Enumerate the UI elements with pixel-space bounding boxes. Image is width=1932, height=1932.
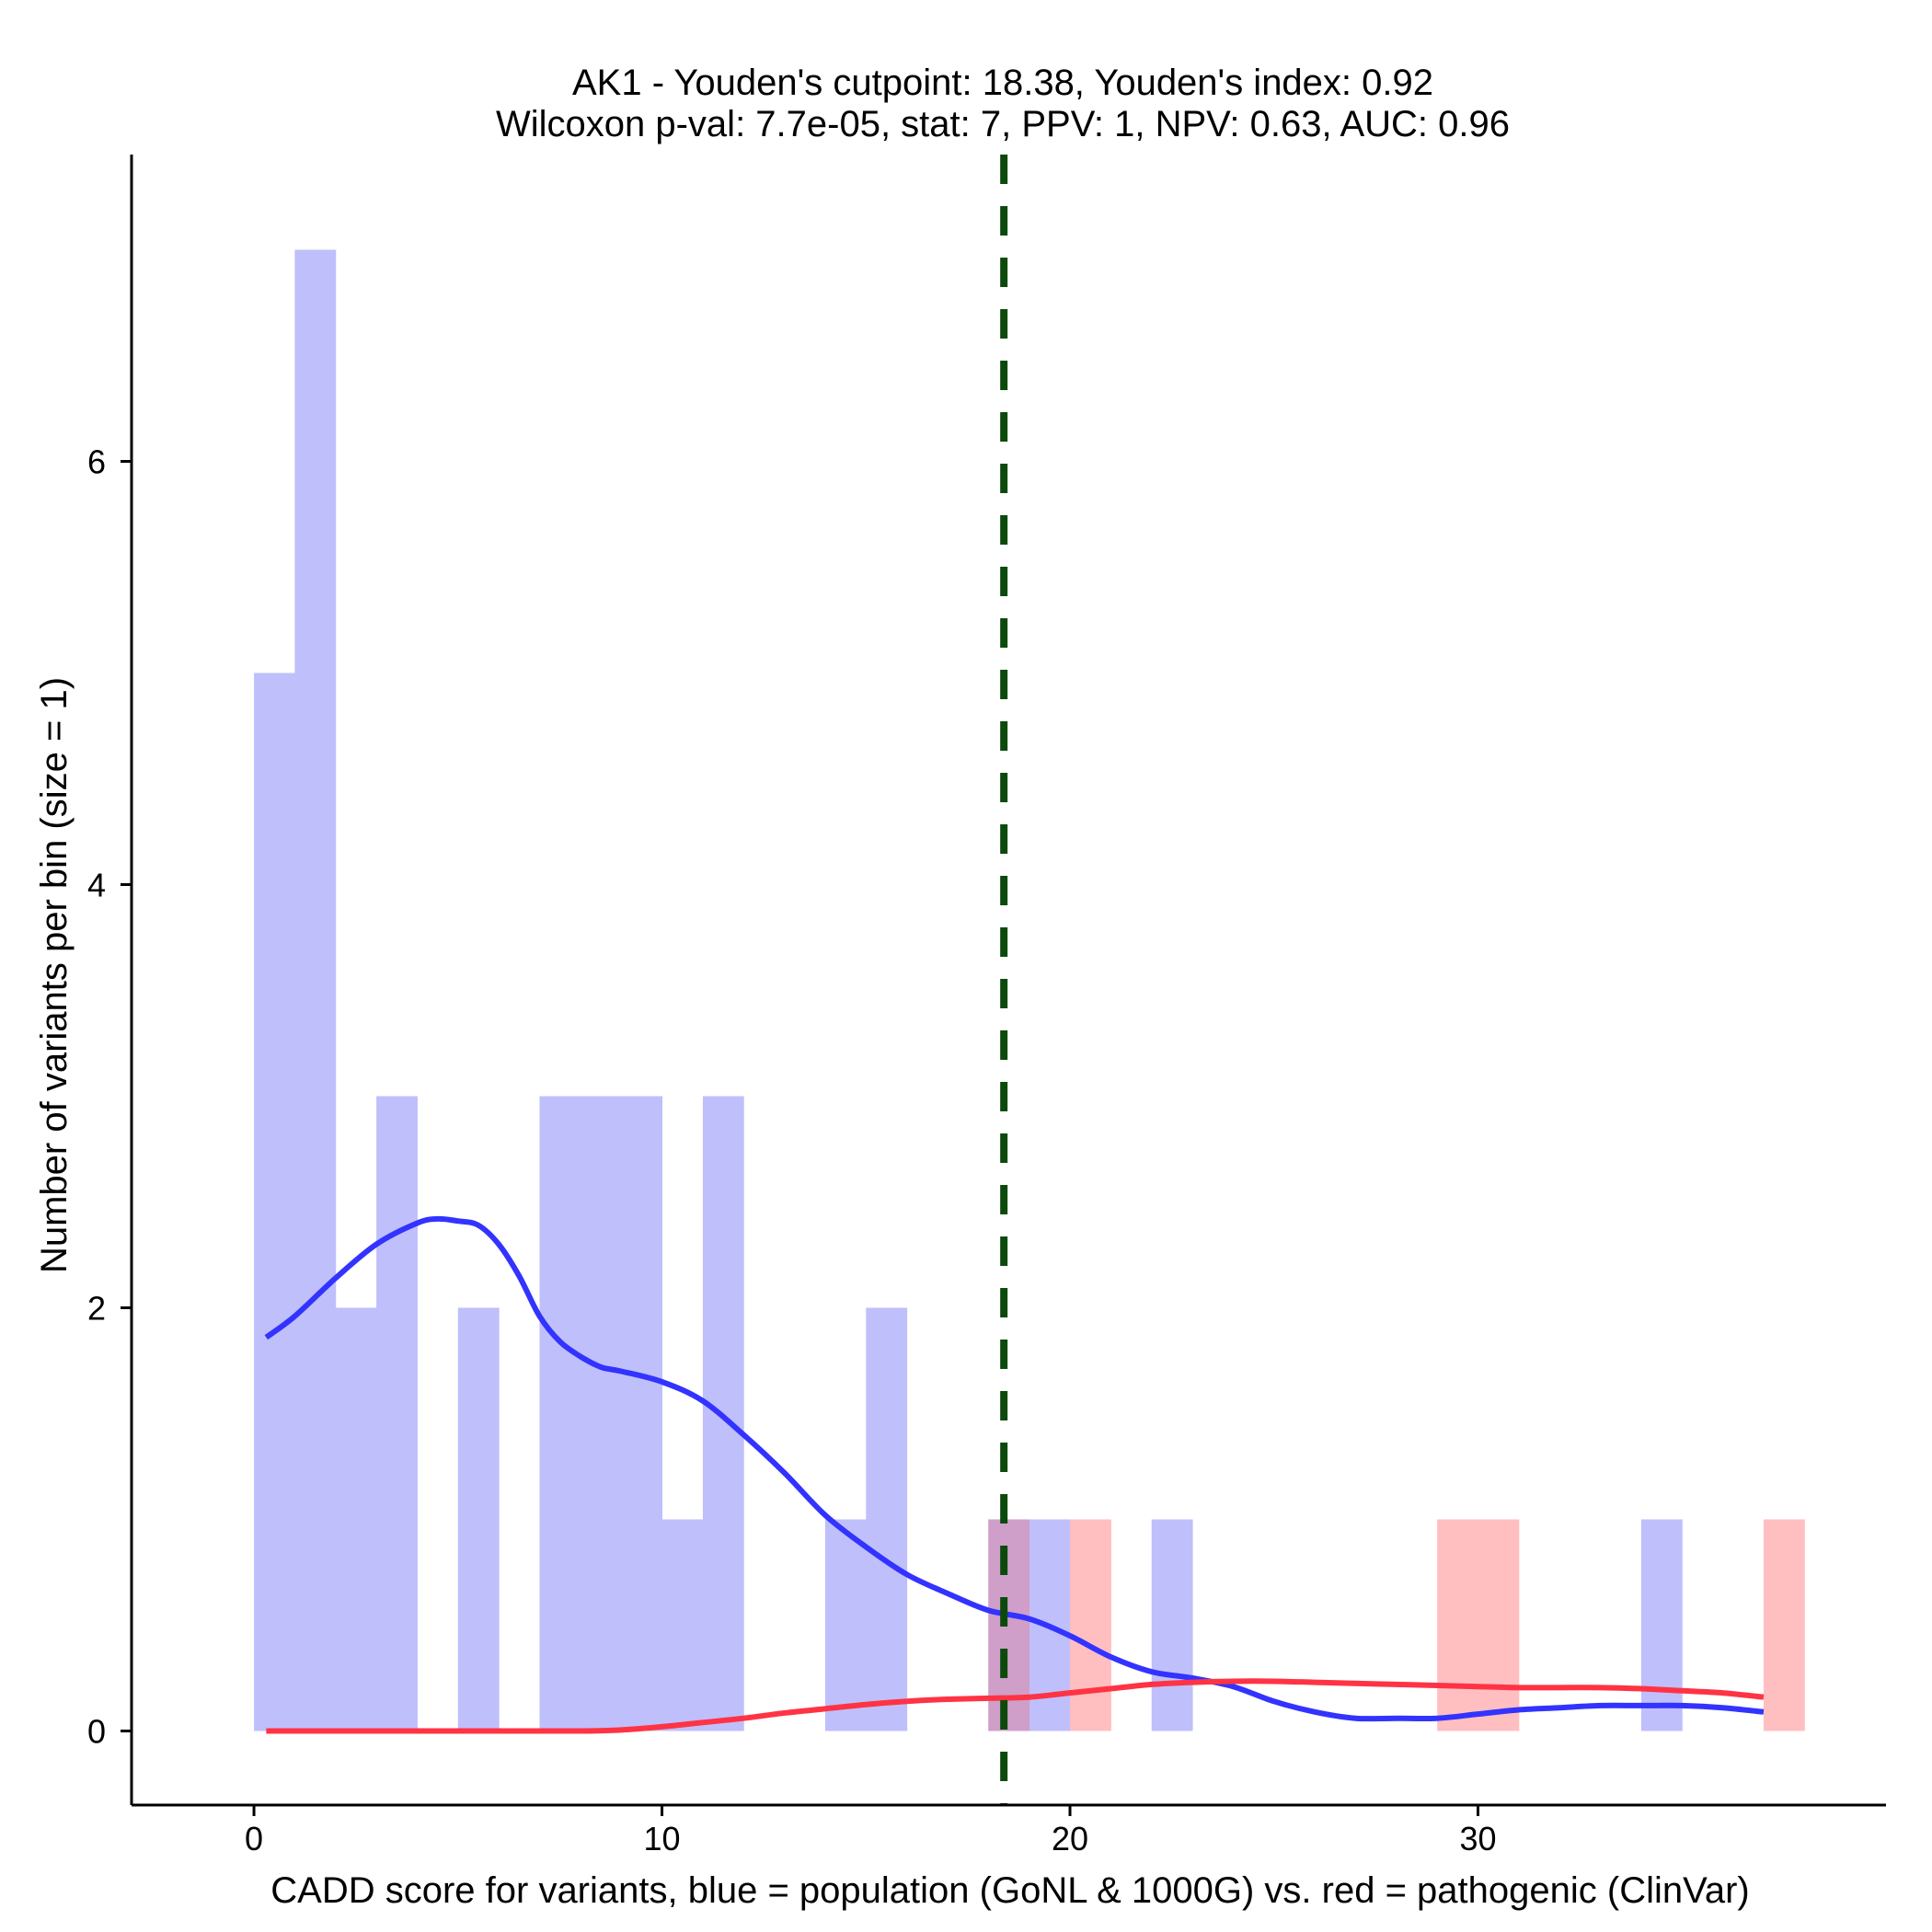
y-tick-label-0: 0 (87, 1713, 106, 1751)
x-tick-label-20: 20 (1052, 1820, 1088, 1857)
x-axis-ticks: 0 10 20 30 (245, 1805, 1497, 1857)
population-bar-2 (335, 1307, 377, 1731)
y-tick-label-4: 4 (87, 867, 106, 904)
population-bar-34 (1640, 1519, 1683, 1731)
pathogenic-density-line (266, 1678, 1765, 1734)
population-bar-1 (294, 249, 337, 1731)
chart-title-line-1: AK1 - Youden's cutpoint: 18.38, Youden's… (572, 63, 1433, 103)
population-bar-0 (254, 673, 295, 1731)
population-bar-7 (539, 1096, 581, 1731)
y-tick-label-2: 2 (87, 1290, 106, 1328)
pathogenic-bar-30 (1478, 1519, 1520, 1731)
population-bar-10 (661, 1519, 704, 1731)
population-bars (254, 249, 1683, 1731)
x-axis-label: CADD score for variants, blue = populati… (270, 1870, 1749, 1911)
population-bar-14 (824, 1519, 867, 1731)
pathogenic-bar-29 (1437, 1519, 1479, 1731)
x-tick-label-30: 30 (1459, 1820, 1496, 1857)
population-density-line (264, 1215, 1765, 1722)
population-bar-3 (376, 1096, 418, 1731)
population-bar-22 (1151, 1519, 1193, 1731)
population-bar-5 (457, 1307, 500, 1731)
chart-title-line-2: Wilcoxon p-val: 7.7e-05, stat: 7, PPV: 1… (496, 104, 1510, 144)
y-axis-label: Number of variants per bin (size = 1) (34, 677, 75, 1273)
population-bar-8 (580, 1096, 622, 1731)
pathogenic-bar-37 (1763, 1519, 1805, 1731)
pathogenic-bar-20 (1070, 1519, 1111, 1731)
y-axis-ticks: 0 2 4 6 (87, 443, 132, 1751)
x-tick-label-0: 0 (245, 1820, 263, 1857)
population-bar-15 (866, 1307, 908, 1731)
x-tick-label-10: 10 (644, 1820, 681, 1857)
y-tick-label-6: 6 (87, 443, 106, 481)
population-bar-9 (621, 1096, 663, 1731)
